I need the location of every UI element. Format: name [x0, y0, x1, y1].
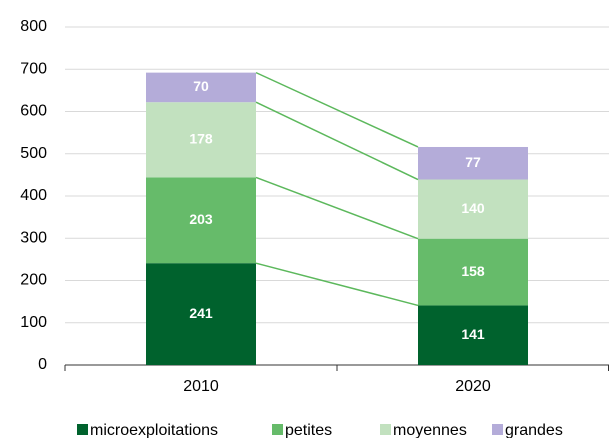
- legend-swatch: [380, 424, 391, 435]
- connector: [255, 101, 419, 181]
- value-label: 178: [189, 131, 213, 147]
- value-label: 141: [461, 326, 485, 342]
- connector: [255, 176, 419, 240]
- x-tick-label: 2020: [455, 378, 491, 395]
- bar-segment: [418, 179, 528, 239]
- legend-label: microexploitations: [90, 422, 218, 438]
- value-label: 70: [193, 78, 209, 94]
- legend-swatch: [272, 424, 283, 435]
- value-label: 241: [189, 305, 213, 321]
- value-label: 158: [461, 263, 485, 279]
- bar-segment: [418, 305, 528, 365]
- value-label: 77: [465, 154, 481, 170]
- y-tick-label: 800: [20, 18, 47, 35]
- legend-label: grandes: [505, 422, 563, 438]
- bar-segment: [146, 72, 256, 103]
- y-tick-label: 400: [20, 187, 47, 204]
- value-label: 203: [189, 211, 213, 227]
- y-tick-label: 700: [20, 60, 47, 77]
- bar-segment: [146, 102, 256, 178]
- value-label: 140: [461, 200, 485, 216]
- y-tick-label: 600: [20, 103, 47, 120]
- bar-segment: [146, 177, 256, 264]
- y-tick-label: 100: [20, 314, 47, 331]
- legend-label: petites: [285, 422, 332, 438]
- bar-segment: [418, 146, 528, 180]
- bar-segment: [418, 238, 528, 306]
- legend-label: moyennes: [393, 422, 467, 438]
- y-tick-label: 500: [20, 145, 47, 162]
- y-tick-label: 0: [38, 356, 47, 373]
- connector: [255, 71, 419, 148]
- legend-swatch: [77, 424, 88, 435]
- connector: [255, 262, 419, 307]
- bar-segment: [146, 263, 256, 365]
- legend-swatch: [492, 424, 503, 435]
- y-tick-label: 200: [20, 272, 47, 289]
- x-tick-label: 2010: [183, 378, 219, 395]
- y-tick-label: 300: [20, 229, 47, 246]
